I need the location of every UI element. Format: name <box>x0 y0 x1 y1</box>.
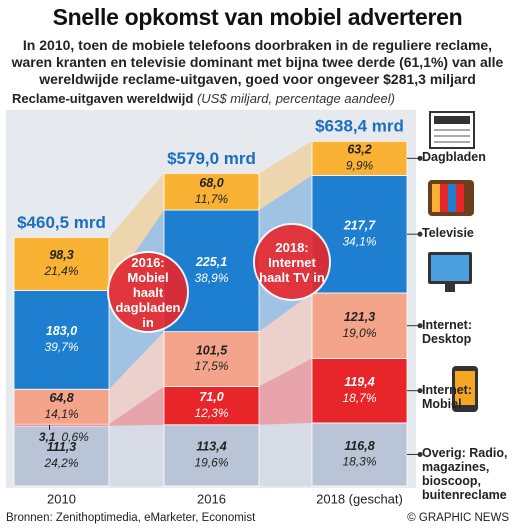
tv-icon <box>428 180 474 216</box>
flow <box>259 358 312 425</box>
legend-label: Overig: Radio, magazines, bioscoop, buit… <box>422 446 508 503</box>
value-label: 225,1 <box>195 255 227 269</box>
value-label: 116,8 <box>344 439 374 453</box>
share-label: 9,9% <box>346 158 374 172</box>
value-label: 111,3 <box>47 440 76 454</box>
total-label: $638,4 mrd <box>315 117 404 136</box>
legend-label: Internet: Desktop <box>422 317 472 346</box>
credit: © GRAPHIC NEWS <box>407 512 509 524</box>
axis-label: Reclame-uitgaven wereldwijd (US$ miljard… <box>12 91 395 106</box>
flow <box>259 422 312 486</box>
phone-icon <box>452 366 478 412</box>
value-label: 64,8 <box>49 391 73 405</box>
subtitle: In 2010, toen de mobiele telefoons doorb… <box>11 37 504 87</box>
annotation-circle <box>107 251 189 333</box>
total-label: $579,0 mrd <box>167 149 256 168</box>
share-label: 34,1% <box>342 234 376 248</box>
share-label: 19,0% <box>342 326 376 340</box>
share-label: 14,1% <box>44 407 78 421</box>
annotation-circle <box>253 223 331 301</box>
source: Bronnen: Zenithoptimedia, eMarketer, Eco… <box>6 512 256 524</box>
share-label: 17,5% <box>194 359 228 373</box>
bar-segment <box>163 331 260 387</box>
share-label: 38,9% <box>194 271 228 285</box>
share-label: 11,7% <box>195 192 228 206</box>
value-label: 113,4 <box>196 440 226 454</box>
value-label: 71,0 <box>199 390 223 404</box>
axis-title: Reclame-uitgaven wereldwijd <box>12 91 194 106</box>
value-label: 217,7 <box>343 218 376 232</box>
legend-label: Televisie <box>422 226 474 241</box>
x-tick-label: 2010 <box>47 491 76 506</box>
total-label: $460,5 mrd <box>17 213 106 232</box>
value-label: 183,0 <box>46 324 77 338</box>
monitor-icon <box>428 252 472 292</box>
bar-segment <box>13 388 110 425</box>
x-tick-label: 2016 <box>197 491 226 506</box>
flow <box>109 386 164 426</box>
annotation-text: 2018: Internet haalt TV in <box>259 239 325 285</box>
value-label: 98,3 <box>49 248 73 262</box>
bar-segment <box>163 172 260 211</box>
axis-units: (US$ miljard, percentage aandeel) <box>196 91 395 106</box>
legend-dot <box>417 451 423 457</box>
bar-segment <box>13 290 110 390</box>
x-tick-label: 2018 (geschat) <box>316 491 403 506</box>
share-label: 12,3% <box>194 406 228 420</box>
share-label: 18,7% <box>342 391 376 405</box>
value-label: 63,2 <box>347 143 371 157</box>
share-label: 19,6% <box>194 456 228 470</box>
share-label: 21,4% <box>43 264 78 278</box>
legend-dot <box>417 155 423 161</box>
share-label: 39,7% <box>44 340 78 354</box>
legend-dot <box>417 231 423 237</box>
value-label: 101,5 <box>196 343 228 357</box>
share-label: 0,6% <box>62 430 90 444</box>
flow <box>109 424 164 486</box>
legend-label: Dagbladen <box>422 150 486 165</box>
title: Snelle opkomst van mobiel adverteren <box>52 4 463 30</box>
legend-label: Internet: Mobiel <box>422 382 472 411</box>
bar-segment <box>311 140 408 176</box>
bar-segment <box>163 386 260 426</box>
annotation-text: 2016: Mobiel haalt dagbladen in <box>115 254 181 330</box>
flow <box>259 141 312 211</box>
share-label: 24,2% <box>43 456 78 470</box>
value-label: 68,0 <box>199 176 223 190</box>
flow <box>259 292 312 387</box>
value-label: 121,3 <box>344 310 375 324</box>
value-label: 3,1 <box>39 430 56 444</box>
bar-segment <box>311 358 408 424</box>
newspaper-icon <box>429 111 475 149</box>
flow <box>109 331 164 425</box>
share-label: 18,3% <box>342 455 376 469</box>
value-label: 119,4 <box>344 375 374 389</box>
bar-segment <box>163 424 260 487</box>
bar-segment <box>13 236 110 291</box>
legend-dot <box>417 388 423 394</box>
bar-segment <box>13 425 110 487</box>
legend-dot <box>417 323 423 329</box>
